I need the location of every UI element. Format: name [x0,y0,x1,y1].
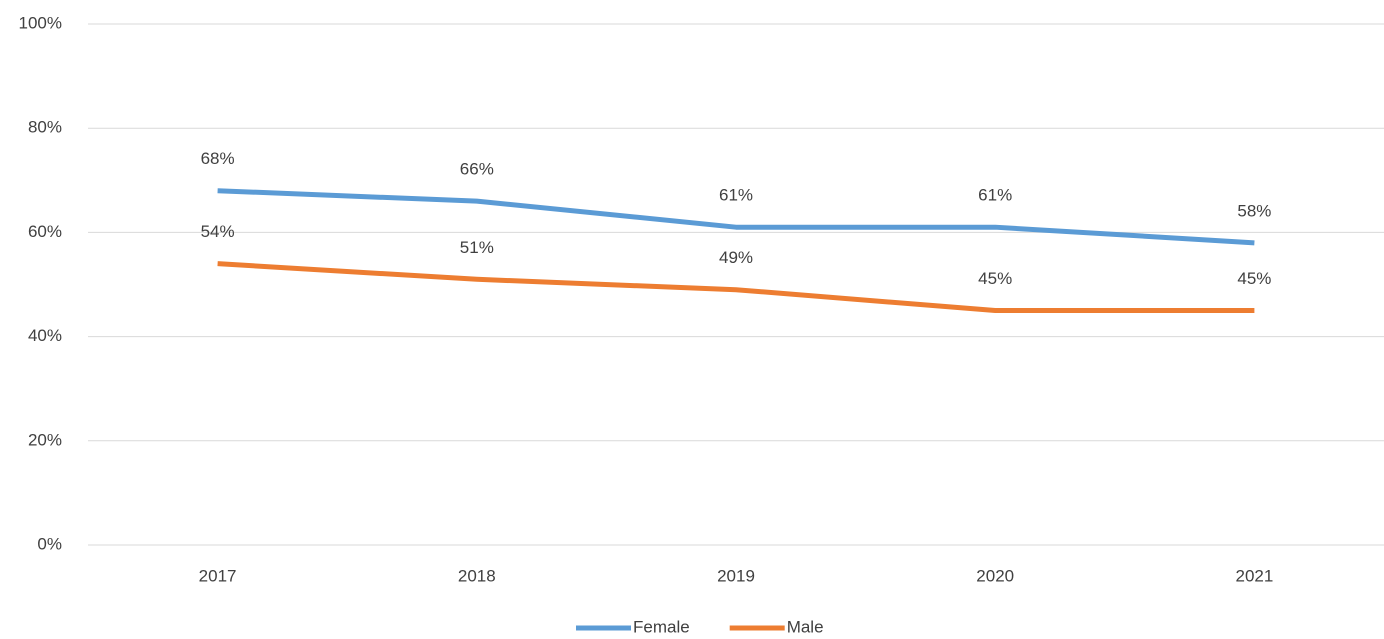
data-label: 54% [201,222,235,241]
data-label: 45% [1237,269,1271,288]
data-label: 61% [978,186,1012,205]
legend-label: Female [633,617,690,636]
data-label: 61% [719,186,753,205]
series-line [217,261,1255,314]
data-label: 66% [460,160,494,179]
data-label: 45% [978,269,1012,288]
x-tick-label: 2020 [976,566,1014,585]
y-tick-label: 40% [28,326,62,345]
y-tick-label: 60% [28,222,62,241]
x-tick-label: 2017 [199,566,237,585]
x-tick-label: 2021 [1235,566,1273,585]
series-line [217,188,1255,246]
data-label: 51% [460,238,494,257]
y-tick-label: 100% [19,13,62,32]
data-label: 68% [201,149,235,168]
legend-label: Male [787,617,824,636]
x-tick-label: 2018 [458,566,496,585]
y-tick-label: 0% [37,534,62,553]
x-tick-label: 2019 [717,566,755,585]
data-label: 58% [1237,201,1271,220]
y-tick-label: 20% [28,430,62,449]
y-tick-label: 80% [28,118,62,137]
data-label: 49% [719,248,753,267]
